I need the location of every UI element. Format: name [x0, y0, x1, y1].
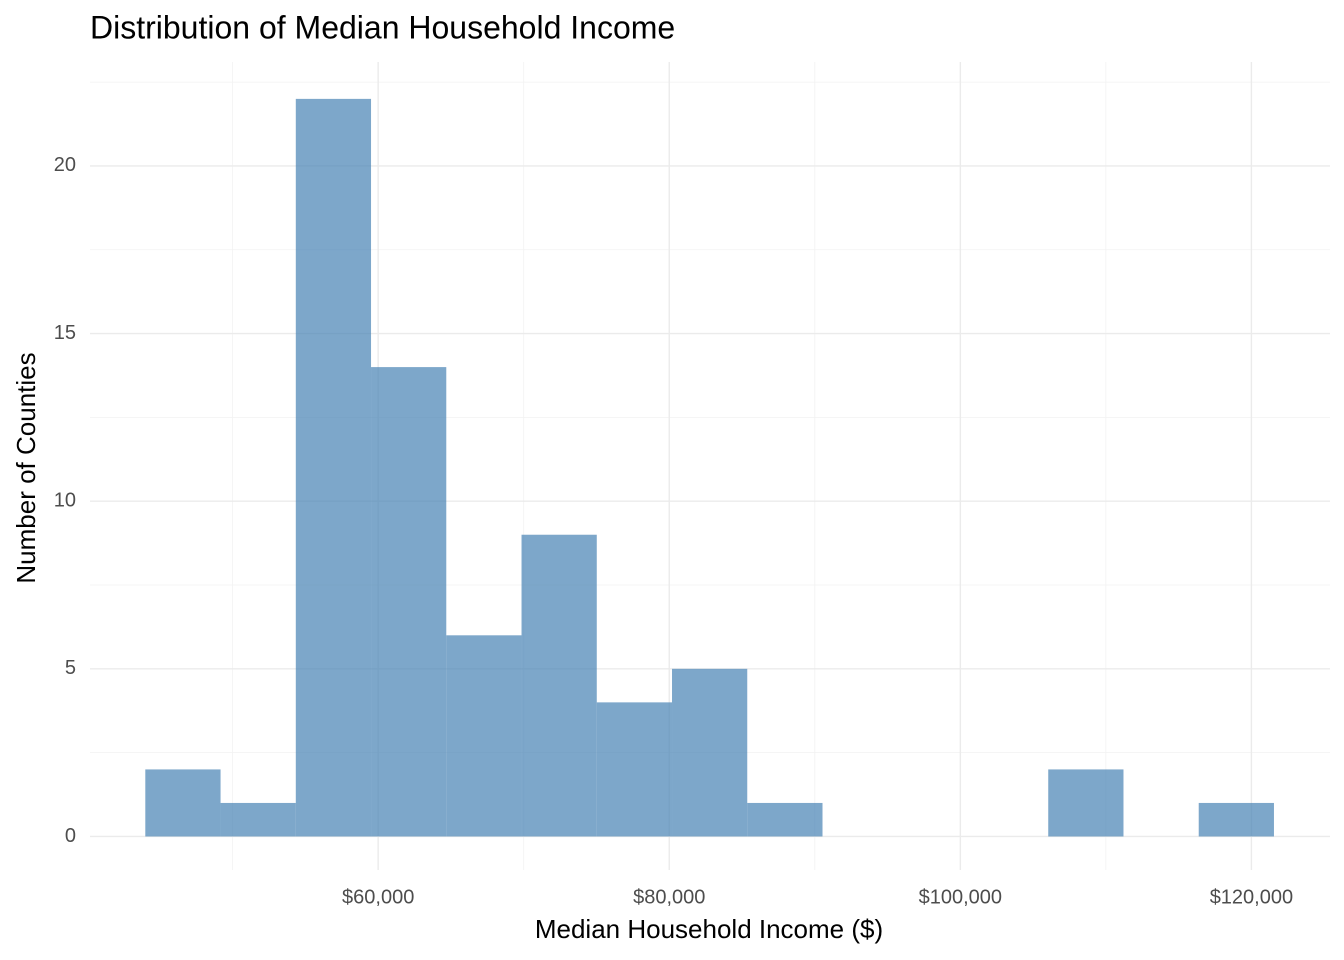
- bar: [145, 769, 221, 837]
- x-tick-label: $80,000: [633, 886, 705, 908]
- tick-labels: 0 5 10 15 20 $60,000 $80,000 $100,000 $120,000: [54, 154, 1293, 908]
- chart-title: Distribution of Median Household Income: [90, 9, 675, 45]
- bar: [295, 98, 372, 837]
- x-tick-label: $120,000: [1210, 886, 1293, 908]
- y-tick-label: 10: [54, 489, 76, 511]
- bar: [596, 702, 673, 837]
- y-tick-label: 20: [54, 154, 76, 176]
- bar: [1198, 802, 1274, 837]
- bar: [446, 635, 522, 837]
- bars: [145, 98, 1274, 837]
- bar: [220, 802, 296, 837]
- bar: [371, 367, 447, 837]
- x-axis-title: Median Household Income ($): [535, 914, 883, 944]
- bar: [747, 802, 823, 837]
- x-tick-label: $60,000: [342, 886, 414, 908]
- y-tick-label: 5: [65, 657, 76, 679]
- y-tick-label: 0: [65, 825, 76, 847]
- y-axis-title: Number of Counties: [11, 352, 41, 583]
- x-tick-label: $100,000: [919, 886, 1002, 908]
- bar: [1048, 769, 1124, 837]
- bar: [521, 534, 597, 837]
- y-tick-label: 15: [54, 322, 76, 344]
- bar: [672, 668, 748, 837]
